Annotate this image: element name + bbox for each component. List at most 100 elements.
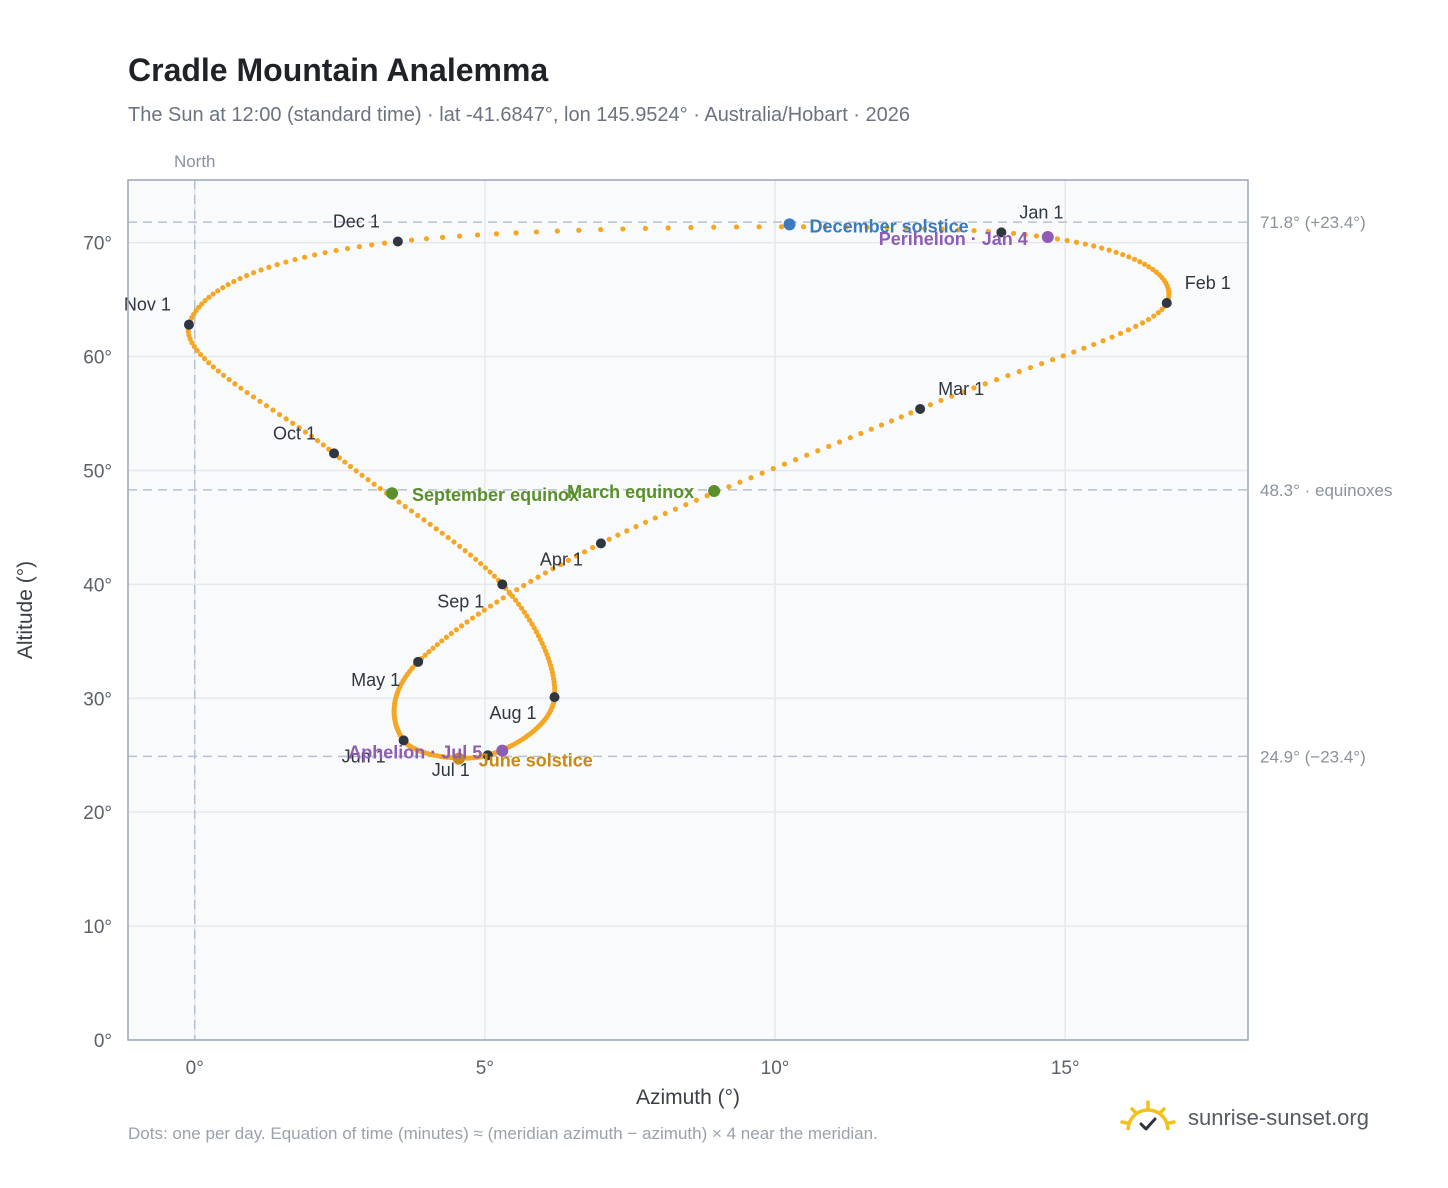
month-label: Nov 1 — [124, 295, 171, 315]
plot-background — [128, 180, 1248, 1040]
day-dot — [1113, 249, 1119, 255]
event-marker — [783, 218, 796, 231]
day-dot — [1071, 349, 1077, 355]
day-dot — [528, 578, 534, 584]
day-dot — [1155, 310, 1161, 316]
day-dot — [1022, 232, 1028, 238]
day-dot — [509, 593, 516, 599]
day-dot — [467, 552, 474, 558]
day-dot — [423, 236, 430, 242]
day-dot — [377, 486, 383, 492]
month-label: Sep 1 — [437, 591, 484, 611]
day-dot — [210, 291, 216, 297]
day-dot — [396, 499, 402, 505]
day-dot — [971, 385, 977, 391]
brand[interactable]: sunrise-sunset.org — [1120, 1100, 1369, 1136]
month-label: Mar 1 — [938, 379, 984, 399]
north-label: North — [174, 152, 216, 171]
day-dot — [938, 397, 944, 404]
day-dot — [487, 603, 494, 609]
day-dot — [462, 548, 468, 554]
month-label: Jul 1 — [432, 760, 470, 780]
day-dot — [215, 288, 221, 294]
footnote: Dots: one per day. Equation of time (min… — [128, 1124, 878, 1143]
day-dot — [652, 515, 658, 521]
day-dot — [514, 587, 520, 593]
day-dot — [1100, 338, 1106, 344]
day-dot — [526, 617, 533, 623]
sun-check-icon — [1120, 1100, 1176, 1131]
day-dot — [550, 566, 556, 572]
day-dot — [1109, 334, 1115, 340]
day-dot — [244, 389, 250, 396]
day-dot — [342, 459, 348, 465]
day-dot — [688, 224, 694, 231]
x-tick-label: 15° — [1051, 1058, 1080, 1079]
y-tick-label: 50° — [83, 461, 112, 482]
brand-name: sunrise-sunset.org — [1188, 1105, 1369, 1130]
day-dot — [1027, 364, 1034, 371]
day-dot — [415, 512, 421, 519]
x-axis-label: Azimuth (°) — [636, 1086, 740, 1109]
day-dot — [258, 267, 264, 273]
day-dot — [493, 231, 500, 237]
day-dot — [487, 569, 493, 575]
day-dot — [921, 225, 928, 232]
day-dot — [491, 573, 498, 579]
day-dot — [474, 232, 481, 238]
day-dot — [542, 570, 549, 576]
day-dot — [858, 430, 864, 437]
x-tick-label: 5° — [476, 1058, 494, 1079]
chart-title: Cradle Mountain Analemma — [128, 52, 549, 88]
day-dot — [1120, 251, 1126, 258]
event-marker — [708, 484, 721, 497]
chart-subtitle: The Sun at 12:00 (standard time) · lat -… — [128, 104, 911, 126]
day-dot — [381, 240, 388, 246]
day-dot — [533, 229, 539, 235]
day-dot — [1117, 330, 1124, 337]
month-marker — [329, 448, 340, 459]
day-dot — [781, 461, 788, 467]
day-dot — [1054, 236, 1060, 242]
event-label: Perihelion · Jan 4 — [879, 229, 1028, 249]
day-dot — [238, 385, 244, 391]
month-marker — [497, 579, 508, 590]
day-dot — [558, 561, 564, 568]
day-dot — [529, 621, 535, 627]
day-dot — [433, 526, 439, 532]
day-dot — [426, 649, 432, 655]
day-dot — [470, 615, 476, 621]
day-dot — [312, 252, 318, 258]
day-dot — [482, 565, 489, 571]
month-marker — [398, 735, 409, 746]
day-dot — [473, 556, 479, 562]
day-dot — [1049, 357, 1056, 363]
day-dot — [359, 472, 365, 478]
day-dot — [531, 625, 537, 631]
day-dot — [500, 595, 506, 601]
day-dot — [554, 228, 560, 234]
event-marker — [1041, 230, 1054, 243]
day-dot — [220, 285, 226, 291]
month-label: Aug 1 — [489, 703, 536, 723]
month-label: Apr 1 — [540, 549, 583, 569]
day-dot — [210, 364, 216, 370]
day-dot — [683, 502, 689, 508]
y-axis-label: Altitude (°) — [14, 561, 37, 659]
day-dot — [949, 393, 955, 399]
day-dot — [220, 372, 227, 378]
day-dot — [590, 544, 596, 551]
day-dot — [1099, 245, 1105, 251]
day-dot — [445, 534, 451, 541]
day-dot — [1137, 259, 1143, 265]
day-dot — [448, 630, 454, 637]
day-dot — [283, 259, 289, 265]
day-dot — [1016, 368, 1022, 375]
day-dot — [451, 539, 457, 545]
day-dot — [993, 377, 1000, 383]
month-label: Jan 1 — [1019, 202, 1063, 222]
day-dot — [365, 477, 371, 483]
reference-line-label: 48.3° · equinoxes — [1260, 481, 1393, 500]
day-dot — [573, 553, 579, 559]
